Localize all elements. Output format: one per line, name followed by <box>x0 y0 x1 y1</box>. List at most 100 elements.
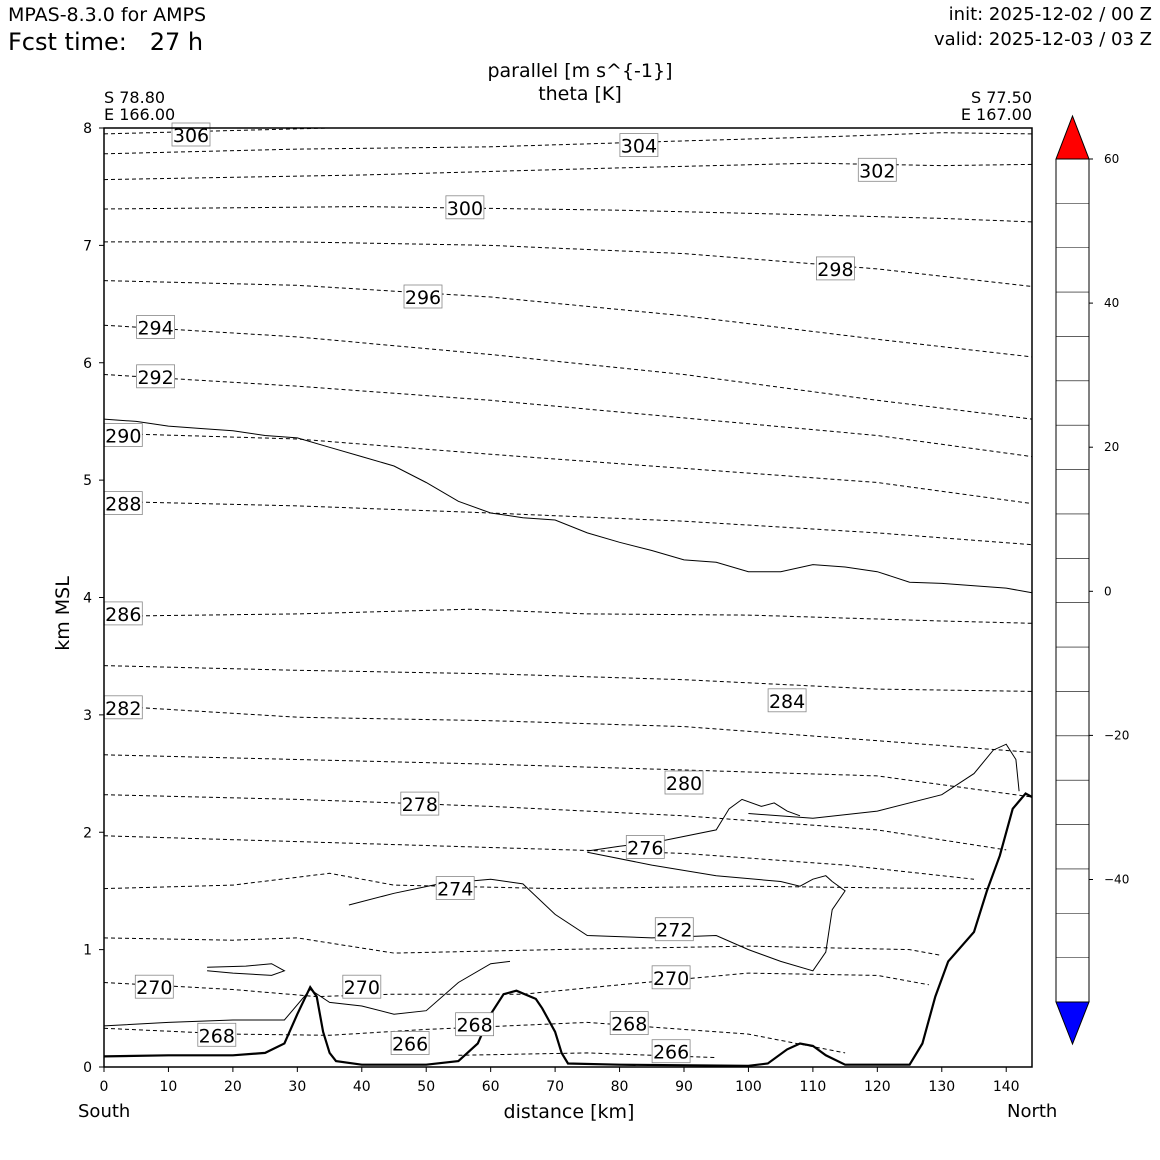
theta-label-282: 282 <box>103 695 143 720</box>
theta-label-text: 288 <box>105 494 141 516</box>
theta-label-box <box>435 876 475 900</box>
right-latitude: S 77.50 <box>970 88 1032 107</box>
theta-label-text: 280 <box>666 773 702 795</box>
theta-label-box <box>625 835 665 859</box>
theta-label-text: 272 <box>656 920 692 942</box>
theta-label-280: 280 <box>664 770 704 795</box>
theta-line-300 <box>103 206 1033 223</box>
theta-label-text: 286 <box>105 604 141 626</box>
x-tick-label: 0 <box>100 1079 109 1095</box>
theta-label-266: 266 <box>651 1039 691 1064</box>
theta-line-298 <box>104 241 1033 287</box>
x-tick-label: 140 <box>993 1079 1020 1095</box>
terrain-layer <box>103 792 1033 1067</box>
theta-label-290: 290 <box>103 423 143 448</box>
colorbar-tick-label: 40 <box>1104 296 1119 310</box>
chart-title-theta: theta [K] <box>538 83 622 105</box>
theta-label-text: 292 <box>137 367 173 389</box>
theta-label-box <box>455 1012 495 1037</box>
theta-label-294: 294 <box>136 315 176 340</box>
theta-label-296: 296 <box>403 284 443 309</box>
theta-label-box <box>651 965 691 990</box>
x-tick-label: 10 <box>160 1079 178 1095</box>
theta-label-text: 294 <box>137 318 173 340</box>
theta-label-text: 276 <box>627 838 663 860</box>
x-tick-label: 80 <box>611 1079 629 1095</box>
theta-label-text: 268 <box>611 1014 647 1036</box>
theta-line-266 <box>458 1052 717 1059</box>
y-axis-label: km MSL <box>52 576 74 651</box>
theta-label-270: 270 <box>134 974 174 999</box>
theta-line-284 <box>103 665 1033 692</box>
theta-line-290 <box>103 432 1033 505</box>
theta-label-266: 266 <box>390 1031 430 1056</box>
theta-label-text: 270 <box>136 977 172 999</box>
theta-label-text: 278 <box>402 794 438 816</box>
x-tick-label: 50 <box>417 1079 435 1095</box>
plot-frame <box>103 127 1033 1068</box>
theta-label-304: 304 <box>619 133 659 158</box>
y-tick-label: 5 <box>83 473 92 489</box>
theta-label-box <box>342 974 382 999</box>
theta-line-302 <box>103 162 1033 181</box>
theta-label-268: 268 <box>455 1012 495 1037</box>
theta-label-270: 270 <box>342 974 382 999</box>
theta-label-box <box>403 284 443 309</box>
axes: 0 10 20 30 40 50 60 70 80 90 100 110 120 130 140 0 1 2 3 4 5… <box>83 121 1020 1095</box>
theta-line-272 <box>103 937 942 956</box>
theta-label-text: 302 <box>859 160 895 182</box>
theta-label-268: 268 <box>197 1022 237 1047</box>
colorbar-extend-min <box>1055 1001 1090 1046</box>
theta-label-text: 284 <box>769 691 805 713</box>
theta-line-278 <box>103 794 1007 851</box>
theta-label-box <box>619 133 659 158</box>
theta-line-280 <box>103 754 1033 798</box>
theta-label-text: 282 <box>105 698 141 720</box>
theta-label-box <box>197 1022 237 1047</box>
wind-contour-low-left <box>103 960 511 1027</box>
chart-title-wind: parallel [m s^{-1}] <box>487 60 673 82</box>
x-tick-label: 40 <box>353 1079 371 1095</box>
colorbar-tick-label: −20 <box>1104 728 1129 742</box>
theta-label-text: 304 <box>621 136 657 158</box>
colorbar: 60 40 20 0 −20 −40 <box>1055 114 1129 1046</box>
right-longitude: E 167.00 <box>960 105 1032 124</box>
wind-zero-contours <box>103 418 1033 1027</box>
theta-label-text: 296 <box>405 287 441 309</box>
left-longitude: E 166.00 <box>104 105 176 124</box>
theta-label-286: 286 <box>103 601 143 626</box>
x-tick-label: 110 <box>800 1079 827 1095</box>
y-tick-label: 2 <box>83 825 92 841</box>
theta-label-box <box>654 917 694 942</box>
theta-label-text: 306 <box>173 125 209 147</box>
y-tick-label: 0 <box>83 1060 92 1076</box>
colorbar-tick-label: 60 <box>1104 152 1119 166</box>
theta-label-274: 274 <box>435 876 475 901</box>
wind-contour-mountain-flank <box>748 743 1020 819</box>
model-title: MPAS-8.3.0 for AMPS <box>8 4 207 26</box>
theta-label-box <box>609 1011 649 1035</box>
colorbar-tick-label: 20 <box>1104 440 1119 454</box>
theta-label-276: 276 <box>625 835 665 860</box>
wind-contour-mid-layer <box>587 798 801 852</box>
wind-contour-closed-cell <box>348 878 846 972</box>
y-tick-label: 7 <box>83 238 92 254</box>
theta-label-268: 268 <box>609 1011 649 1036</box>
theta-label-text: 300 <box>447 198 483 220</box>
theta-label-284: 284 <box>767 688 807 713</box>
theta-line-306 <box>103 127 330 135</box>
y-tick-label: 8 <box>83 121 92 137</box>
theta-label-box <box>134 974 174 999</box>
theta-line-276 <box>103 835 975 880</box>
wind-contour-mid-lower <box>587 851 833 887</box>
theta-label-288: 288 <box>103 491 143 516</box>
x-axis-label: distance [km] <box>504 1101 635 1123</box>
theta-label-box <box>857 157 897 182</box>
theta-label-292: 292 <box>136 364 176 389</box>
colorbar-tick-label: 0 <box>1104 584 1112 598</box>
theta-label-text: 270 <box>344 977 380 999</box>
wind-contour-small-lens <box>207 963 286 976</box>
x-tick-label: 100 <box>735 1079 762 1095</box>
theta-label-box <box>651 1039 691 1064</box>
theta-line-274 <box>103 872 1032 890</box>
